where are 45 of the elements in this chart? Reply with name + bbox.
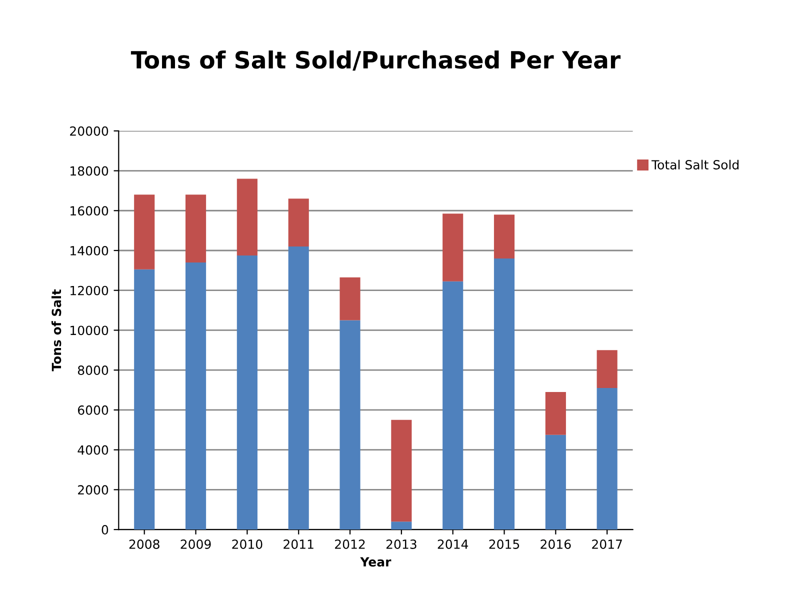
y-tick-label: 0 [102,525,108,534]
x-axis-title: Year [360,557,392,567]
bar [596,350,618,388]
y-tick-label: 10000 [70,326,108,336]
x-tick-label: 2014 [438,539,468,549]
y-tick-label: 14000 [70,246,108,256]
x-tick-label: 2012 [335,539,365,549]
x-tick-label: 2011 [284,539,314,549]
y-axis-title: Tons of Salt [52,289,62,372]
y-tick-label: 16000 [70,206,108,216]
bar [391,522,412,530]
bar [134,269,155,530]
bar [545,434,566,530]
y-tick-label: 6000 [78,405,108,415]
bar [185,194,206,262]
y-tick-label: 20000 [70,126,108,136]
bar [545,392,566,435]
bar [236,255,258,530]
y-tick-label: 18000 [70,166,108,176]
y-tick-label: 4000 [78,445,108,455]
bar [288,198,309,247]
legend-label: Total Salt Sold [652,160,739,170]
x-tick-label: 2017 [592,539,622,549]
bar [340,277,360,320]
chart-title: Tons of Salt Sold/Purchased Per Year [130,50,621,71]
x-tick-label: 2008 [129,539,160,549]
x-tick-label: 2016 [540,539,571,549]
y-tick-label: 8000 [78,366,108,376]
x-tick-label: 2013 [386,539,416,549]
y-tick-label: 12000 [70,286,108,296]
bar [340,320,360,530]
bar [596,388,618,530]
bar [494,214,515,258]
y-tick-label: 2000 [78,485,108,495]
x-tick-label: 2015 [489,539,520,549]
x-tick-label: 2009 [180,539,211,549]
bar [442,281,464,530]
bar [442,214,464,282]
bar [185,262,206,530]
x-tick-label: 2010 [232,539,262,549]
bar [391,420,412,522]
bar [134,194,155,270]
bar [494,258,515,530]
bar [236,178,258,256]
bar [288,246,309,530]
